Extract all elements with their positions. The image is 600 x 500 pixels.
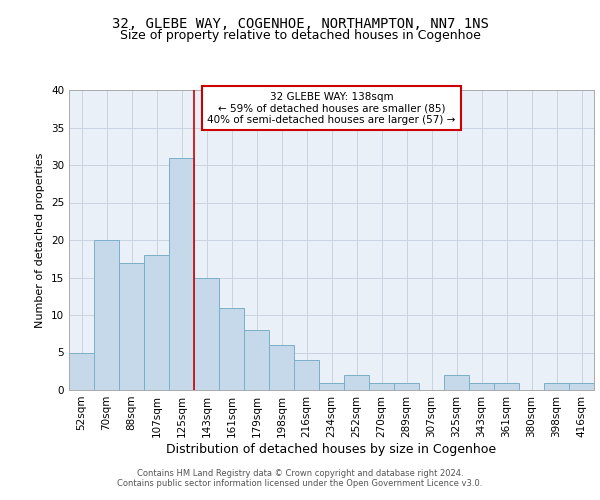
Bar <box>169 158 194 390</box>
Y-axis label: Number of detached properties: Number of detached properties <box>35 152 46 328</box>
Bar <box>369 382 394 390</box>
Bar <box>219 308 244 390</box>
Text: 32, GLEBE WAY, COGENHOE, NORTHAMPTON, NN7 1NS: 32, GLEBE WAY, COGENHOE, NORTHAMPTON, NN… <box>112 18 488 32</box>
Bar <box>69 352 94 390</box>
Text: 32 GLEBE WAY: 138sqm
← 59% of detached houses are smaller (85)
40% of semi-detac: 32 GLEBE WAY: 138sqm ← 59% of detached h… <box>208 92 455 124</box>
Text: Contains public sector information licensed under the Open Government Licence v3: Contains public sector information licen… <box>118 478 482 488</box>
Bar <box>269 345 294 390</box>
Bar <box>394 382 419 390</box>
Bar <box>119 262 144 390</box>
Bar <box>194 278 219 390</box>
Bar <box>319 382 344 390</box>
Text: Contains HM Land Registry data © Crown copyright and database right 2024.: Contains HM Land Registry data © Crown c… <box>137 468 463 477</box>
Bar <box>444 375 469 390</box>
Bar <box>569 382 594 390</box>
Text: Size of property relative to detached houses in Cogenhoe: Size of property relative to detached ho… <box>119 29 481 42</box>
X-axis label: Distribution of detached houses by size in Cogenhoe: Distribution of detached houses by size … <box>166 442 497 456</box>
Bar <box>144 255 169 390</box>
Bar <box>494 382 519 390</box>
Bar <box>294 360 319 390</box>
Bar <box>94 240 119 390</box>
Bar <box>344 375 369 390</box>
Bar <box>544 382 569 390</box>
Bar <box>469 382 494 390</box>
Bar <box>244 330 269 390</box>
